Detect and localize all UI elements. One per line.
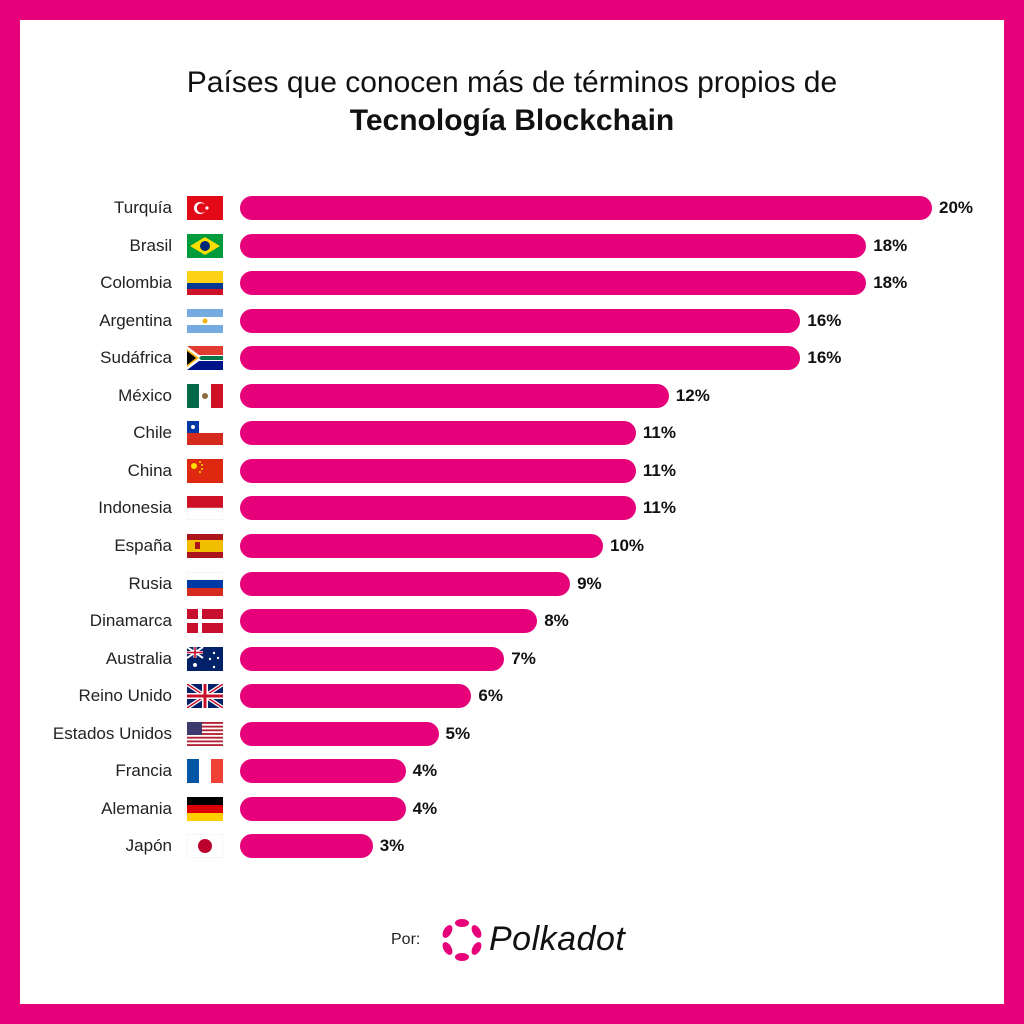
value-label: 4% xyxy=(412,798,438,818)
value-label: 11% xyxy=(642,423,676,443)
bar-row: Indonesia 11% xyxy=(0,495,1024,521)
polkadot-logo-icon xyxy=(442,919,482,961)
flag-gb-icon xyxy=(187,684,223,709)
category-label: Chile xyxy=(133,423,172,443)
flag-id-icon xyxy=(187,496,223,521)
brand-name: Polkadot xyxy=(489,920,626,958)
footer: Por: Polkadot xyxy=(0,918,1024,962)
flag-co-icon xyxy=(187,271,223,296)
bar xyxy=(240,233,867,258)
category-label: España xyxy=(114,535,172,555)
flag-mx-icon xyxy=(187,383,223,408)
bar xyxy=(240,721,439,746)
value-label: 4% xyxy=(412,761,438,781)
category-label: Dinamarca xyxy=(89,611,172,631)
value-label: 5% xyxy=(445,723,471,743)
flag-de-icon xyxy=(187,796,223,821)
bar-row: Colombia 18% xyxy=(0,270,1024,296)
bar-row: Rusia 9% xyxy=(0,571,1024,597)
category-label: Brasil xyxy=(129,235,172,255)
bar-row: México 12% xyxy=(0,383,1024,409)
flag-fr-icon xyxy=(187,759,223,784)
flag-br-icon xyxy=(187,233,223,258)
flag-au-icon xyxy=(187,646,223,671)
flag-cn-icon xyxy=(187,458,223,483)
value-label: 9% xyxy=(577,573,602,593)
category-label: Argentina xyxy=(99,310,172,330)
flag-za-icon xyxy=(187,346,223,371)
value-label: 11% xyxy=(642,498,676,518)
bar-row: Japón 3% xyxy=(0,833,1024,859)
flag-dk-icon xyxy=(187,609,223,634)
category-label: Japón xyxy=(125,836,172,856)
category-label: Alemania xyxy=(101,798,172,818)
bar xyxy=(240,421,636,446)
bar-row: Australia 7% xyxy=(0,646,1024,672)
flag-tr-icon xyxy=(187,196,223,220)
chart-title-line1: Países que conocen más de términos propi… xyxy=(186,66,838,99)
value-label: 7% xyxy=(511,648,536,668)
bar-row: Argentina 16% xyxy=(0,308,1024,334)
value-label: 10% xyxy=(610,535,645,555)
bar-row: Estados Unidos 5% xyxy=(0,721,1024,747)
bar xyxy=(240,346,801,371)
bar xyxy=(240,458,636,483)
flag-es-icon xyxy=(187,533,223,558)
bar xyxy=(240,834,373,859)
bar-row: Francia 4% xyxy=(0,758,1024,784)
bar xyxy=(240,308,801,333)
flag-ar-icon xyxy=(187,308,223,333)
bar xyxy=(240,496,636,521)
flag-ru-icon xyxy=(187,571,223,596)
flag-us-icon xyxy=(187,721,223,746)
category-label: China xyxy=(127,460,172,480)
category-label: Australia xyxy=(105,648,172,668)
value-label: 3% xyxy=(379,836,405,856)
category-label: Reino Unido xyxy=(78,686,172,706)
value-label: 8% xyxy=(544,611,569,631)
category-label: México xyxy=(118,385,172,405)
category-label: Turquía xyxy=(114,198,172,217)
bar-row: Dinamarca 8% xyxy=(0,608,1024,634)
bar xyxy=(240,609,538,634)
chart-title-line2: Tecnología Blockchain xyxy=(349,104,675,137)
bar xyxy=(240,196,932,220)
category-label: Francia xyxy=(115,761,172,781)
bar xyxy=(240,533,603,558)
flag-cl-icon xyxy=(187,421,223,446)
bar-row: España 10% xyxy=(0,533,1024,559)
bar xyxy=(240,646,505,671)
value-label: 12% xyxy=(675,385,710,405)
bar xyxy=(240,271,867,296)
category-label: Sudáfrica xyxy=(100,348,172,368)
bar xyxy=(240,383,669,408)
bar-row: Reino Unido 6% xyxy=(0,683,1024,709)
value-label: 20% xyxy=(939,198,974,217)
value-label: 18% xyxy=(873,235,908,255)
bar xyxy=(240,796,406,821)
category-label: Rusia xyxy=(128,573,172,593)
value-label: 11% xyxy=(642,460,676,480)
value-label: 16% xyxy=(807,310,842,330)
by-label: Por: xyxy=(391,931,421,948)
flag-jp-icon xyxy=(187,834,223,859)
bar xyxy=(240,759,406,784)
bar-row: Brasil 18% xyxy=(0,233,1024,259)
category-label: Colombia xyxy=(100,273,172,293)
bar-row: Chile 11% xyxy=(0,420,1024,446)
value-label: 18% xyxy=(873,273,908,293)
bar xyxy=(240,571,571,596)
bar-row: Turquía 20% xyxy=(0,195,1024,221)
bar-row: Sudáfrica 16% xyxy=(0,345,1024,371)
bar-row: China 11% xyxy=(0,458,1024,484)
bar xyxy=(240,684,472,709)
value-label: 6% xyxy=(478,686,503,706)
category-label: Estados Unidos xyxy=(52,723,172,743)
category-label: Indonesia xyxy=(98,498,172,518)
value-label: 16% xyxy=(807,348,842,368)
bar-row: Alemania 4% xyxy=(0,796,1024,822)
